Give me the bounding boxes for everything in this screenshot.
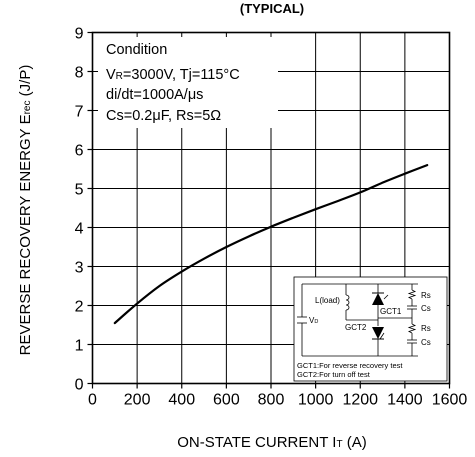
series-line	[113, 164, 429, 325]
inset-label-cs-top: Cs	[421, 304, 431, 313]
x-tick-label: 400	[168, 392, 195, 409]
inset-label-cs-bottom: Cs	[421, 338, 431, 347]
x-tick-label: 1000	[298, 392, 334, 409]
condition-title: Condition	[106, 42, 167, 58]
y-tick-label: 1	[75, 338, 84, 355]
y-tick-label: 0	[75, 377, 84, 394]
y-tick-label: 3	[75, 260, 84, 277]
x-axis: 0 200 400 600 800 1000 1200 1400 1600	[88, 392, 467, 409]
inset-label-gct2: GCT2	[345, 323, 367, 332]
x-tick-label: 1600	[432, 392, 468, 409]
condition-line-2: di/dt=1000A/μs	[106, 87, 203, 103]
y-axis-title: REVERSE RECOVERY ENERGY Erec (J/P)	[17, 65, 34, 356]
x-tick-label: 200	[124, 392, 151, 409]
inset-note-gct2: GCT2:For turn off test	[297, 370, 371, 379]
inset-note-gct1: GCT1:For reverse recovery test	[297, 361, 403, 370]
inset-label-rs-top: Rs	[421, 291, 431, 300]
condition-line-3: Cs=0.2μF, Rs=5Ω	[106, 108, 221, 124]
inset-label-rs-bottom: Rs	[421, 324, 431, 333]
y-tick-label: 6	[75, 143, 84, 160]
x-tick-label: 0	[88, 392, 97, 409]
inset-label-vd: VD	[309, 316, 318, 325]
y-tick-label: 5	[75, 182, 84, 199]
inset-label-lload: L(load)	[315, 296, 340, 305]
x-tick-label: 1200	[342, 392, 378, 409]
y-tick-label: 4	[75, 221, 84, 238]
y-tick-label: 9	[75, 26, 84, 43]
y-tick-label: 7	[75, 104, 84, 121]
x-tick-label: 600	[213, 392, 240, 409]
y-axis: 0 1 2 3 4 5 6 7 8 9	[75, 26, 84, 394]
condition-box: Condition VR=3000V, Tj=115°C di/dt=1000A…	[98, 37, 278, 128]
y-tick-label: 8	[75, 65, 84, 82]
circuit-inset: L(load) VD GCT1 GCT2 Rs Cs Rs Cs GCT1:Fo…	[293, 276, 448, 382]
inset-label-gct1: GCT1	[380, 307, 402, 316]
x-tick-label: 800	[258, 392, 285, 409]
condition-line-1: VR=3000V, Tj=115°C	[106, 67, 240, 83]
x-tick-label: 1400	[387, 392, 423, 409]
chart-title: (TYPICAL)	[240, 1, 304, 16]
x-axis-title: ON-STATE CURRENT IT (A)	[177, 434, 366, 451]
y-tick-label: 2	[75, 299, 84, 316]
plot-frame	[91, 31, 451, 385]
